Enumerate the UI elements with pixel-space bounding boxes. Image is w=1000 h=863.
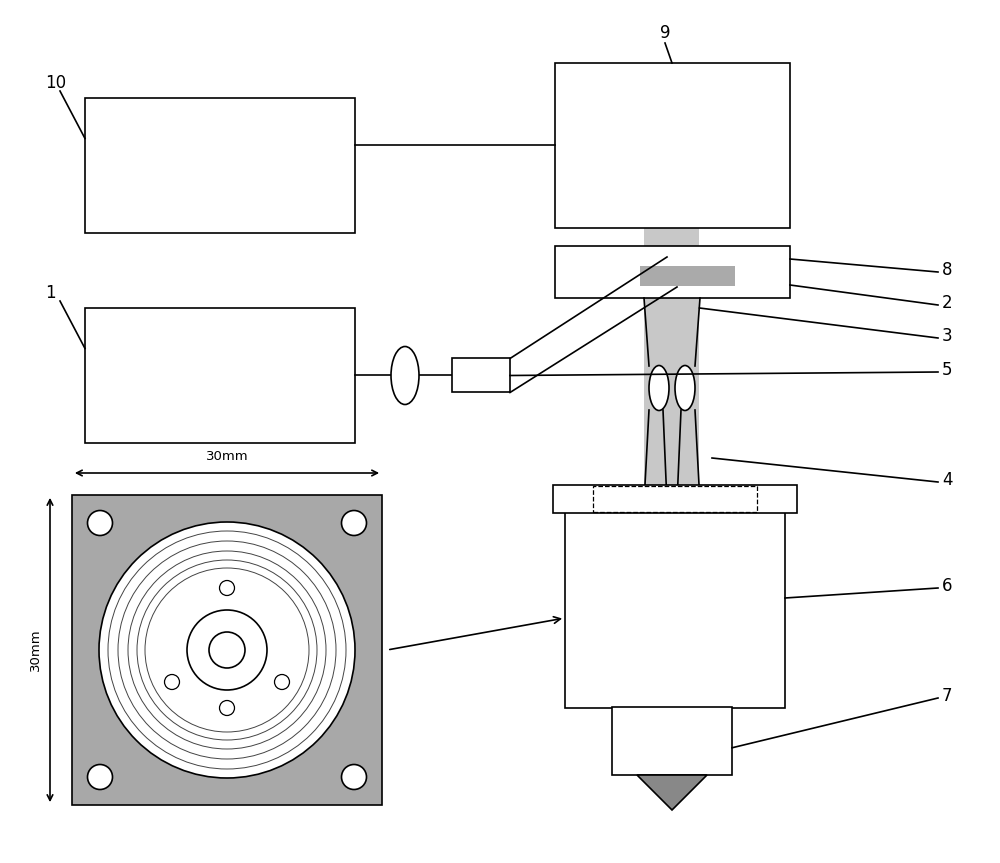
Text: 4: 4	[942, 471, 952, 489]
Circle shape	[164, 675, 180, 690]
Circle shape	[88, 511, 112, 536]
Circle shape	[342, 765, 366, 790]
Text: 10: 10	[45, 74, 66, 92]
Ellipse shape	[675, 366, 695, 411]
Bar	[593, 486, 757, 512]
Text: 2: 2	[942, 294, 953, 312]
Circle shape	[220, 701, 234, 715]
Bar	[555, 63, 790, 228]
Bar	[553, 485, 797, 513]
Text: 6: 6	[942, 577, 952, 595]
Circle shape	[187, 610, 267, 690]
Circle shape	[274, 675, 290, 690]
Bar	[612, 707, 732, 775]
Bar	[565, 508, 785, 708]
Bar	[644, 63, 699, 783]
Circle shape	[209, 632, 245, 668]
Ellipse shape	[391, 347, 419, 405]
Text: 8: 8	[942, 261, 952, 279]
Text: 1: 1	[45, 284, 56, 302]
Circle shape	[220, 581, 234, 595]
Bar	[85, 98, 355, 233]
Text: 30mm: 30mm	[206, 450, 248, 463]
Text: 30mm: 30mm	[29, 628, 42, 671]
Polygon shape	[637, 775, 707, 810]
Text: 5: 5	[942, 361, 952, 379]
Text: 3: 3	[942, 327, 953, 345]
Text: 7: 7	[942, 687, 952, 705]
Bar	[72, 495, 382, 805]
Circle shape	[342, 511, 366, 536]
Bar	[452, 358, 510, 393]
Bar	[640, 266, 735, 286]
Ellipse shape	[649, 366, 669, 411]
Circle shape	[99, 522, 355, 778]
Bar	[555, 246, 790, 298]
Circle shape	[88, 765, 112, 790]
Text: 9: 9	[660, 24, 670, 42]
Bar	[85, 308, 355, 443]
